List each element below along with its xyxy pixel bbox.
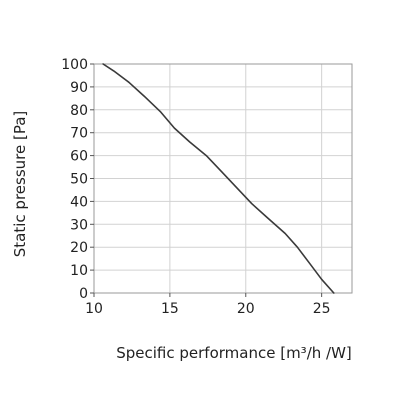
y-tick-label: 90 [70, 80, 88, 96]
y-tick-label: 20 [70, 240, 88, 256]
y-tick-label: 60 [70, 149, 88, 165]
y-tick-label: 0 [79, 286, 88, 302]
y-tick-label: 40 [70, 194, 88, 210]
y-tick-label: 80 [70, 103, 88, 119]
x-tick-label: 15 [161, 301, 179, 317]
y-tick-label: 70 [70, 126, 88, 142]
x-axis-label: Specific performance [m³/h /W] [116, 344, 352, 362]
y-tick-label: 10 [70, 263, 88, 279]
series-layer [102, 63, 335, 294]
y-tick-label: 100 [61, 57, 88, 73]
x-tick-label: 25 [313, 301, 331, 317]
y-axis-label: Static pressure [Pa] [11, 111, 29, 257]
grid-layer [93, 63, 352, 294]
y-tick-label: 50 [70, 172, 88, 188]
series-line [102, 63, 335, 294]
x-tick-label: 10 [85, 301, 103, 317]
x-tick-label: 20 [237, 301, 255, 317]
y-tick-label: 30 [70, 217, 88, 233]
